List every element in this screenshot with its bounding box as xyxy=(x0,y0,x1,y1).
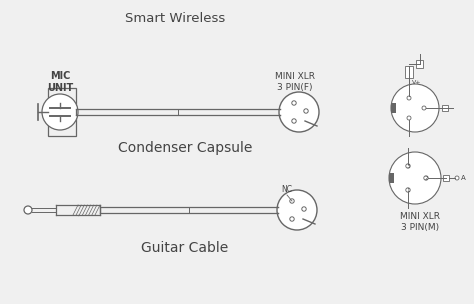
Text: MIC
UNIT: MIC UNIT xyxy=(47,71,73,93)
Text: A: A xyxy=(461,175,466,181)
Text: MINI XLR
3 PIN(M): MINI XLR 3 PIN(M) xyxy=(400,212,440,232)
Text: 3: 3 xyxy=(406,164,410,168)
Text: 1: 1 xyxy=(406,188,410,192)
Bar xyxy=(416,60,423,68)
Circle shape xyxy=(279,92,319,132)
Circle shape xyxy=(389,152,441,204)
Circle shape xyxy=(406,188,410,192)
Circle shape xyxy=(290,199,294,203)
Text: Smart Wireless: Smart Wireless xyxy=(125,12,225,25)
Circle shape xyxy=(406,164,410,168)
Text: NC: NC xyxy=(281,185,292,194)
Circle shape xyxy=(292,101,296,105)
Text: 2: 2 xyxy=(424,175,428,181)
Circle shape xyxy=(277,190,317,230)
Circle shape xyxy=(24,206,32,214)
Bar xyxy=(405,66,413,78)
Circle shape xyxy=(407,96,411,100)
Circle shape xyxy=(290,217,294,221)
Bar xyxy=(389,173,394,183)
Bar xyxy=(442,105,448,111)
Text: Guitar Cable: Guitar Cable xyxy=(141,241,228,255)
Bar xyxy=(443,175,449,181)
Bar xyxy=(391,103,396,113)
Circle shape xyxy=(455,176,459,180)
Text: Condenser Capsule: Condenser Capsule xyxy=(118,141,252,155)
Text: V+: V+ xyxy=(412,80,421,85)
Circle shape xyxy=(407,116,411,120)
Circle shape xyxy=(304,109,308,113)
Circle shape xyxy=(42,94,78,130)
Circle shape xyxy=(391,84,439,132)
Text: MINI XLR
3 PIN(F): MINI XLR 3 PIN(F) xyxy=(275,72,315,92)
Circle shape xyxy=(422,106,426,110)
Bar xyxy=(48,88,76,136)
Circle shape xyxy=(292,119,296,123)
Circle shape xyxy=(424,176,428,180)
Circle shape xyxy=(302,207,306,211)
